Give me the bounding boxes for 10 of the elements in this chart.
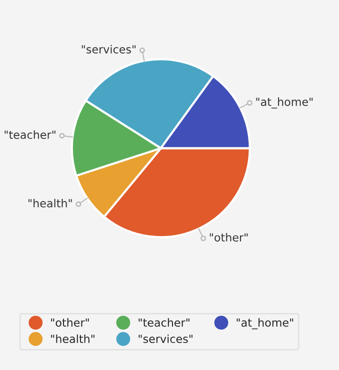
slice-label: "services" xyxy=(82,44,136,54)
slice-label: "teacher" xyxy=(4,130,56,139)
slice-label: "at_home" xyxy=(256,97,313,108)
legend-label: "at_home" xyxy=(236,318,294,330)
legend-label: "other" xyxy=(51,318,89,327)
legend-label: "services" xyxy=(138,334,192,344)
legend-label: "health" xyxy=(51,334,94,344)
slice-label: "other" xyxy=(210,232,248,242)
legend-label: "teacher" xyxy=(138,318,190,327)
slice-label: "health" xyxy=(28,198,72,208)
